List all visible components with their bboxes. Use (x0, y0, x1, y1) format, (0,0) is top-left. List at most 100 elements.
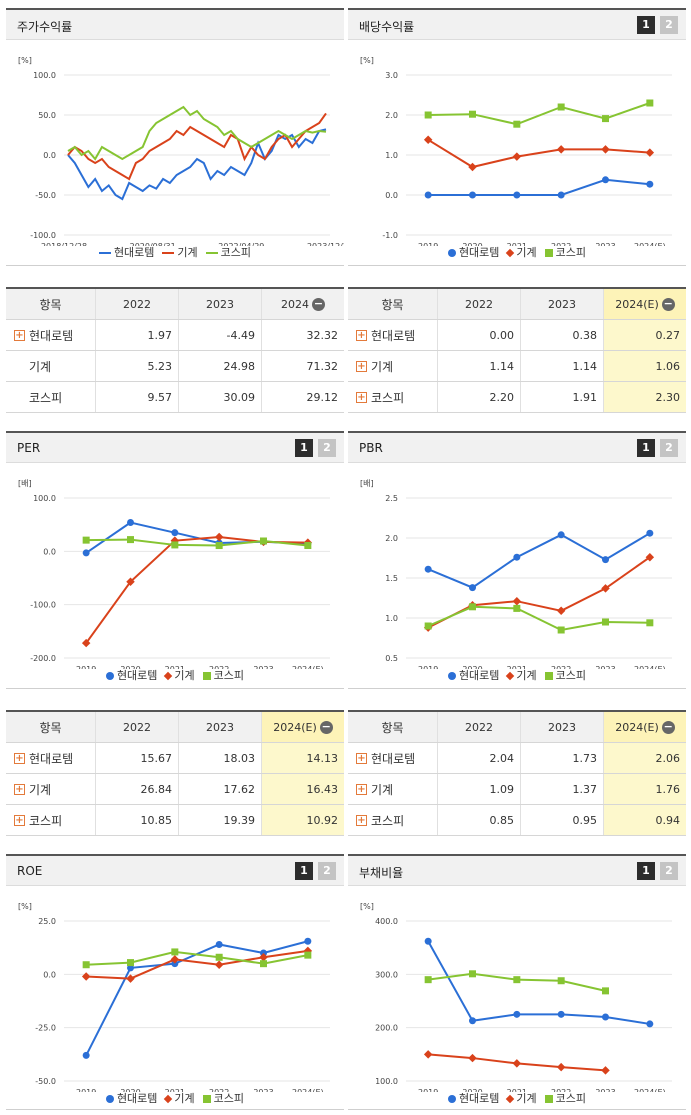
data-point[interactable] (646, 619, 654, 627)
data-point[interactable] (602, 556, 609, 564)
data-point[interactable] (215, 940, 223, 948)
expand-icon[interactable]: + (356, 814, 367, 826)
data-point[interactable] (512, 1059, 522, 1068)
data-point[interactable] (468, 162, 477, 172)
data-point[interactable] (304, 937, 312, 945)
data-point[interactable] (556, 1062, 566, 1072)
data-point[interactable] (513, 1010, 521, 1018)
tab-2[interactable]: 2 (318, 862, 336, 880)
data-point[interactable] (424, 191, 432, 199)
data-point[interactable] (469, 584, 476, 592)
data-point[interactable] (260, 949, 267, 957)
data-point[interactable] (557, 977, 565, 985)
data-point[interactable] (170, 955, 180, 964)
data-point[interactable] (424, 622, 432, 630)
data-point[interactable] (424, 111, 432, 119)
data-point[interactable] (602, 115, 609, 123)
collapse-icon[interactable]: − (319, 719, 333, 734)
data-point[interactable] (556, 606, 566, 616)
expand-icon[interactable]: + (356, 329, 367, 341)
tab-1[interactable]: 1 (637, 16, 655, 34)
data-point[interactable] (171, 948, 179, 956)
data-point[interactable] (126, 974, 135, 983)
data-point[interactable] (81, 638, 91, 648)
data-point[interactable] (127, 519, 134, 527)
collapse-icon[interactable]: − (312, 296, 325, 311)
data-point[interactable] (424, 937, 432, 945)
data-point[interactable] (82, 1051, 90, 1059)
data-point[interactable] (82, 549, 90, 557)
tab-1[interactable]: 1 (295, 439, 313, 457)
data-point[interactable] (423, 1050, 433, 1059)
tab-2[interactable]: 2 (318, 439, 336, 457)
collapse-icon[interactable]: − (661, 719, 675, 734)
data-point[interactable] (602, 1013, 609, 1021)
expand-icon[interactable]: + (356, 360, 367, 372)
tab-1[interactable]: 1 (295, 862, 313, 880)
data-point[interactable] (469, 603, 476, 611)
data-point[interactable] (424, 565, 432, 573)
data-point[interactable] (512, 596, 522, 606)
data-point[interactable] (513, 604, 521, 612)
data-point[interactable] (304, 951, 312, 959)
collapse-icon[interactable]: − (661, 296, 675, 311)
expand-icon[interactable]: + (14, 814, 25, 826)
data-point[interactable] (513, 976, 521, 984)
data-point[interactable] (304, 542, 312, 550)
data-point[interactable] (171, 541, 179, 549)
tab-2[interactable]: 2 (660, 439, 678, 457)
data-point[interactable] (645, 552, 655, 562)
data-point[interactable] (171, 960, 179, 968)
tab-1[interactable]: 1 (637, 439, 655, 457)
data-point[interactable] (469, 191, 476, 199)
data-point[interactable] (602, 176, 609, 184)
expand-icon[interactable]: + (356, 783, 367, 795)
data-point[interactable] (646, 180, 654, 188)
data-point[interactable] (127, 959, 134, 967)
data-point[interactable] (646, 99, 654, 107)
data-point[interactable] (82, 536, 90, 544)
data-point[interactable] (645, 148, 655, 157)
data-point[interactable] (127, 964, 134, 972)
data-point[interactable] (469, 110, 476, 118)
tab-2[interactable]: 2 (660, 16, 678, 34)
data-point[interactable] (512, 152, 522, 161)
data-point[interactable] (469, 1017, 476, 1025)
data-point[interactable] (81, 972, 91, 981)
data-point[interactable] (424, 976, 432, 984)
data-point[interactable] (214, 532, 224, 542)
data-point[interactable] (601, 1066, 610, 1075)
data-point[interactable] (214, 960, 224, 969)
data-point[interactable] (557, 1010, 565, 1018)
data-point[interactable] (557, 531, 565, 539)
data-point[interactable] (82, 961, 90, 969)
data-point[interactable] (557, 103, 565, 111)
tab-2[interactable]: 2 (660, 862, 678, 880)
expand-icon[interactable]: + (14, 783, 25, 795)
data-point[interactable] (602, 618, 609, 626)
tab-1[interactable]: 1 (637, 862, 655, 880)
expand-icon[interactable]: + (14, 329, 25, 341)
data-point[interactable] (513, 553, 521, 561)
data-point[interactable] (468, 1053, 477, 1063)
data-point[interactable] (127, 536, 134, 544)
data-point[interactable] (171, 529, 179, 537)
data-point[interactable] (513, 120, 521, 128)
data-point[interactable] (469, 970, 476, 978)
data-point[interactable] (646, 529, 654, 537)
data-point[interactable] (215, 953, 223, 961)
expand-icon[interactable]: + (356, 752, 367, 764)
data-point[interactable] (646, 1020, 654, 1028)
data-point[interactable] (260, 537, 267, 545)
x-tick-label: 2018/12/28 (41, 242, 87, 246)
data-point[interactable] (215, 542, 223, 550)
data-point[interactable] (556, 145, 566, 154)
data-point[interactable] (557, 626, 565, 634)
data-point[interactable] (557, 191, 565, 199)
expand-icon[interactable]: + (356, 391, 367, 403)
data-point[interactable] (602, 987, 609, 995)
data-point[interactable] (260, 960, 267, 968)
data-point[interactable] (601, 145, 610, 154)
expand-icon[interactable]: + (14, 752, 25, 764)
data-point[interactable] (513, 191, 521, 199)
